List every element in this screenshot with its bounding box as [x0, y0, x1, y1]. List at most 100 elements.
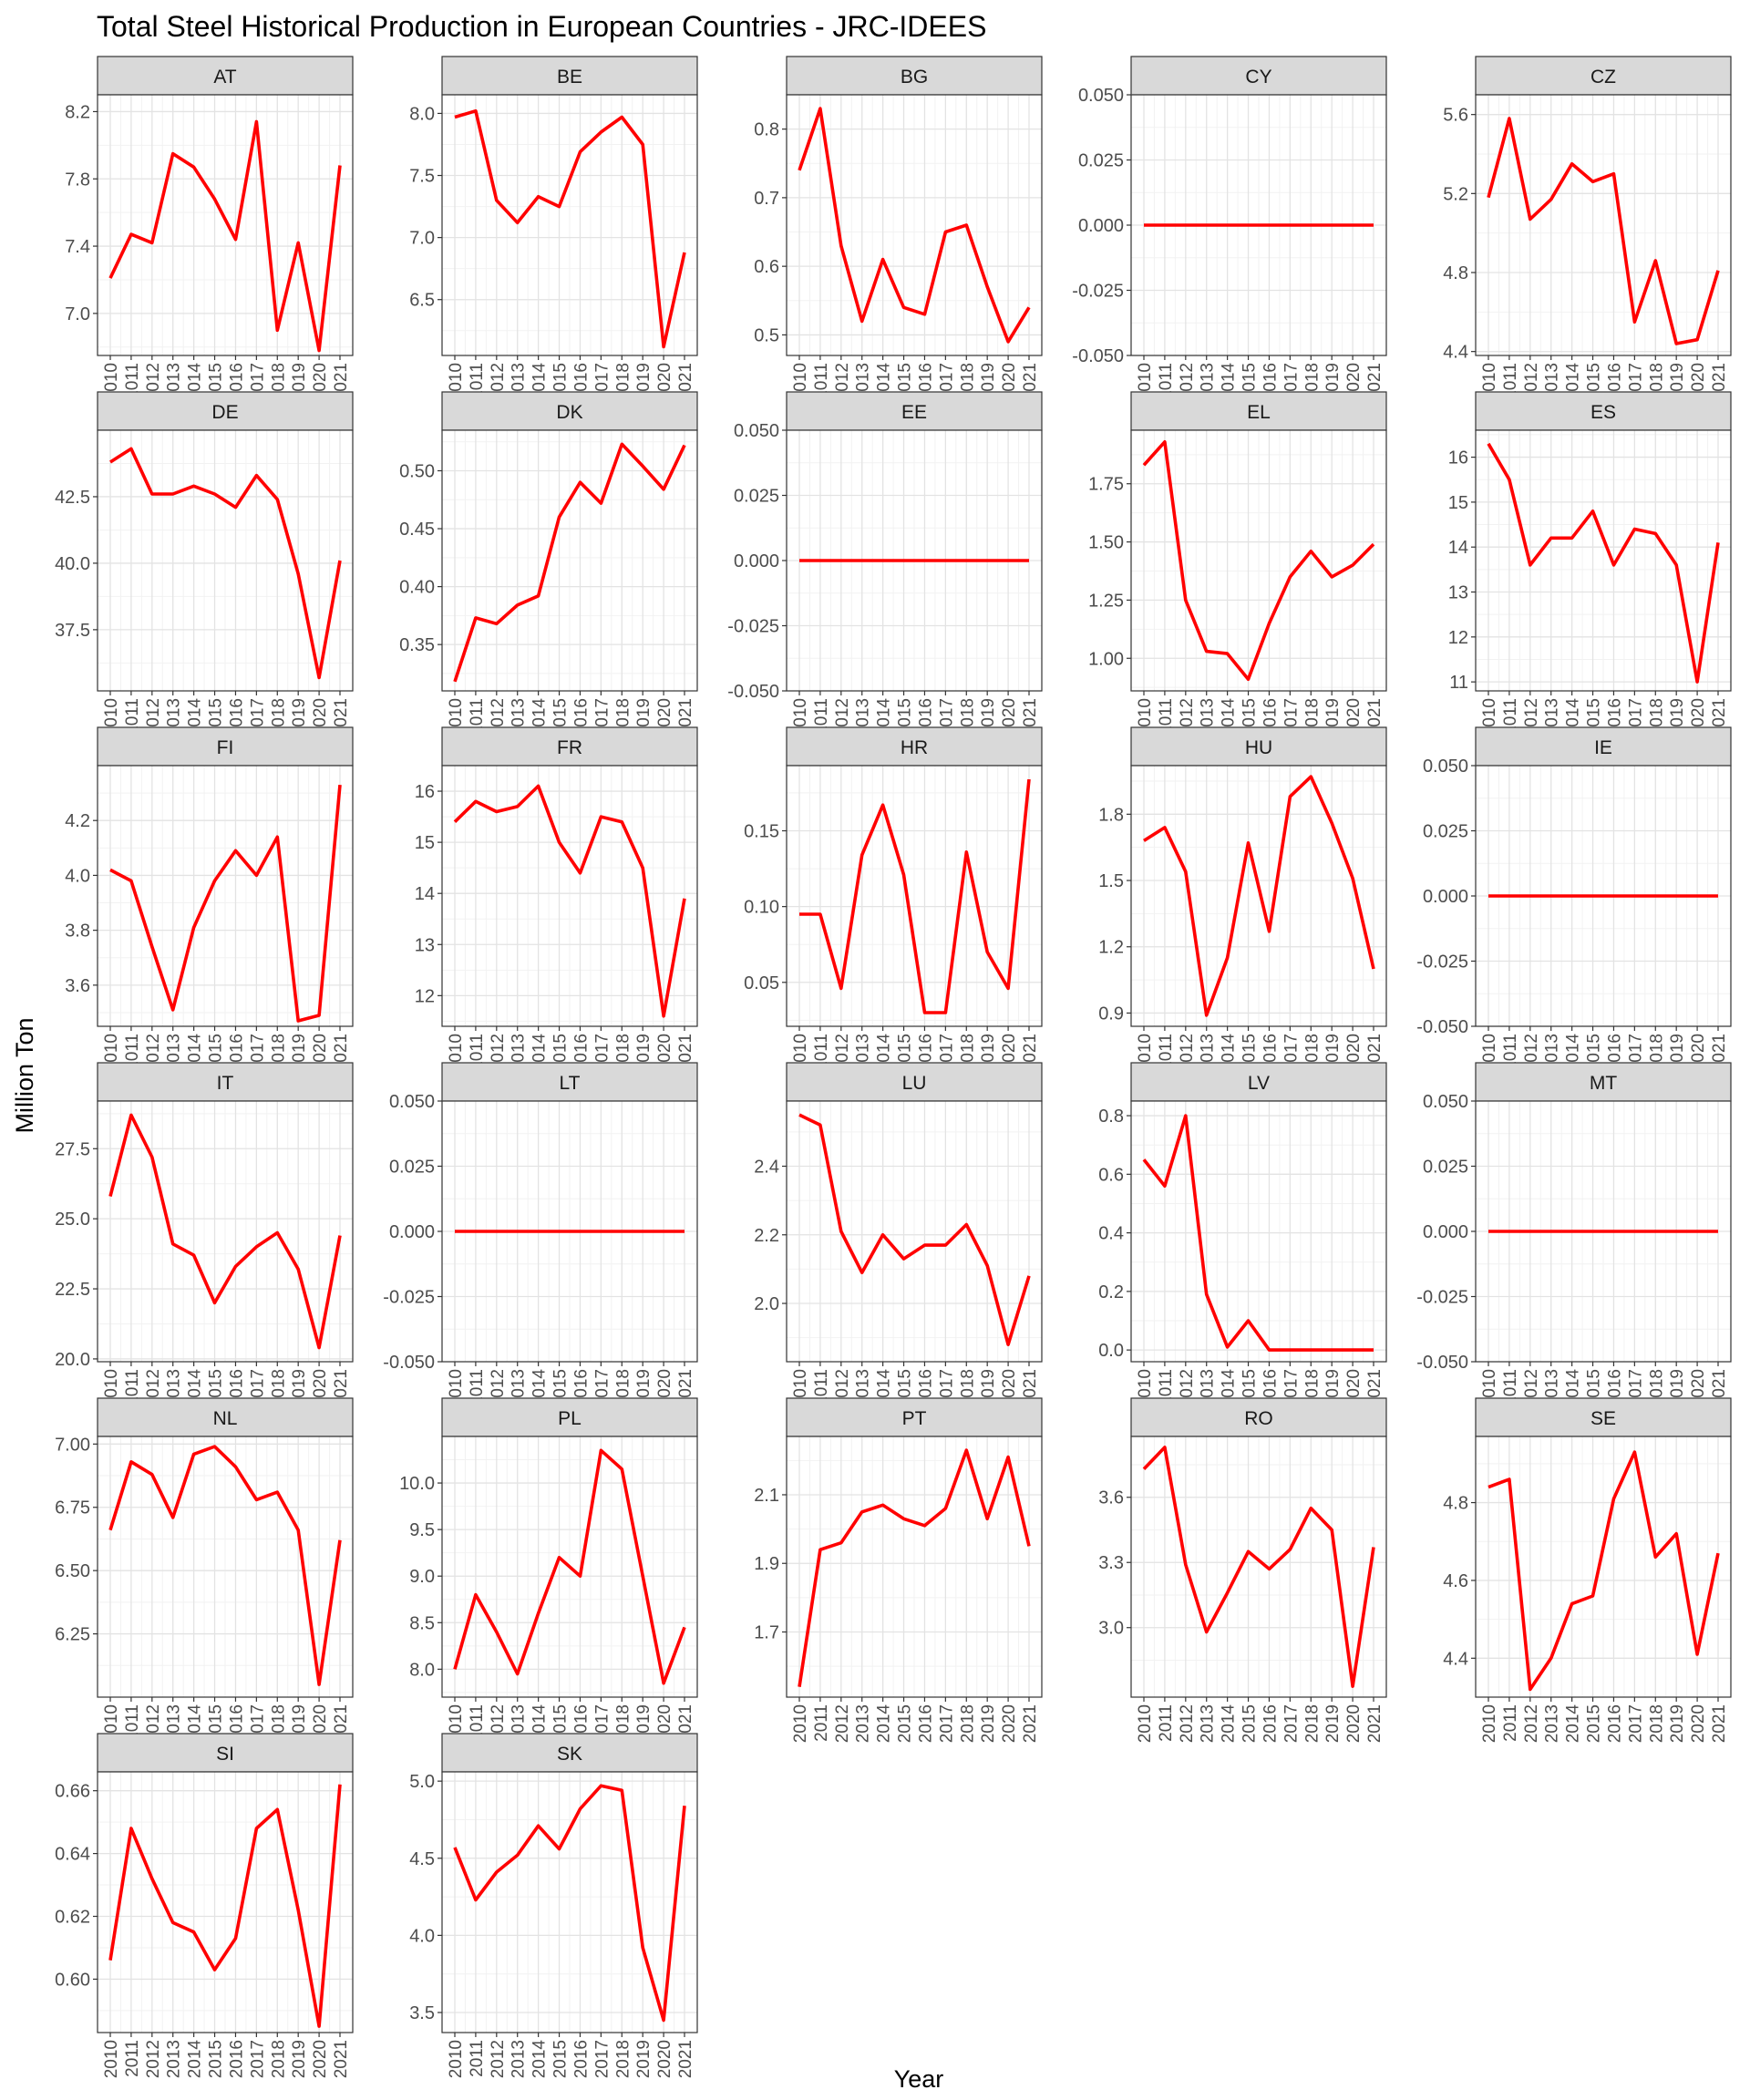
x-tick-label: 2020	[1344, 1704, 1364, 1743]
x-tick-label: 2011	[812, 363, 831, 400]
x-tick-label: 2011	[812, 1034, 831, 1071]
x-tick-label: 2015	[896, 1704, 915, 1743]
y-tick-label: 3.6	[1098, 1488, 1124, 1508]
panel-border	[1475, 1436, 1732, 1698]
y-tick-label: -0.025	[1416, 1288, 1468, 1308]
x-tick-label: 2014	[1220, 1704, 1239, 1744]
x-tick-label: 2020	[1000, 1704, 1019, 1743]
x-tick-label: 2012	[1178, 1704, 1197, 1743]
y-tick-label: 0.025	[734, 487, 779, 507]
y-tick-label: 0.64	[55, 1845, 90, 1865]
y-tick-label: 7.0	[65, 304, 90, 324]
y-tick-label: 14	[415, 884, 435, 904]
y-tick-label: 0.025	[1078, 151, 1124, 171]
x-tick-label: 2018	[613, 2040, 633, 2078]
y-tick-label: 16	[415, 782, 435, 802]
x-tick-label: 2011	[123, 2040, 142, 2077]
y-tick-label: 0.5	[754, 325, 779, 345]
panel-border	[441, 1771, 698, 2033]
y-tick-label: 4.5	[409, 1849, 435, 1869]
panel-border	[97, 1771, 354, 2033]
panel-border	[786, 94, 1043, 356]
y-tick-label: 1.00	[1088, 649, 1124, 669]
x-tick-label: 2011	[123, 1704, 142, 1742]
y-tick-label: 1.9	[754, 1554, 779, 1574]
strip-de	[97, 391, 354, 431]
y-tick-label: -0.025	[1072, 282, 1124, 302]
y-tick-label: 0.050	[1423, 757, 1468, 777]
y-tick-label: 0.2	[1098, 1282, 1124, 1302]
y-tick-label: 1.8	[1098, 805, 1124, 825]
x-tick-label: 2016	[227, 2040, 246, 2078]
x-tick-label: 2020	[655, 2040, 674, 2078]
x-tick-label: 2010	[447, 2040, 466, 2078]
y-tick-label: 0.050	[389, 1092, 435, 1112]
panel-border	[97, 94, 354, 356]
y-tick-label: 5.0	[409, 1772, 435, 1792]
x-tick-label: 2018	[1647, 1704, 1666, 1743]
strip-ie	[1475, 726, 1732, 767]
y-tick-label: 4.6	[1443, 1571, 1468, 1591]
panel-border	[786, 429, 1043, 692]
x-tick-label: 2017	[248, 2040, 267, 2078]
y-tick-label: 14	[1448, 538, 1468, 558]
panel-border	[1130, 94, 1387, 356]
x-tick-label: 2011	[1501, 1704, 1520, 1742]
x-tick-label: 2016	[1261, 1704, 1280, 1743]
x-tick-label: 2021	[332, 2040, 351, 2078]
x-tick-label: 2017	[592, 2040, 612, 2078]
strip-es	[1475, 391, 1732, 431]
chart-title: Total Steel Historical Production in Eur…	[97, 10, 986, 43]
y-tick-label: 0.025	[1423, 1158, 1468, 1178]
y-tick-label: 4.4	[1443, 343, 1468, 363]
x-tick-label: 2013	[854, 1704, 873, 1743]
panel-border	[441, 1436, 698, 1698]
x-tick-label: 2020	[311, 2040, 330, 2078]
x-tick-label: 2014	[875, 1704, 894, 1744]
y-tick-label: 0.6	[754, 257, 779, 277]
y-tick-label: 1.7	[754, 1623, 779, 1643]
x-tick-label: 2014	[186, 2040, 205, 2079]
strip-fr	[441, 726, 698, 767]
panel-border	[1130, 1100, 1387, 1363]
y-tick-label: 42.5	[55, 488, 90, 508]
y-tick-label: 0.8	[1098, 1107, 1124, 1127]
x-tick-label: 2019	[1323, 1704, 1343, 1743]
y-tick-label: 4.8	[1443, 263, 1468, 283]
x-tick-label: 2011	[123, 1369, 142, 1406]
y-tick-label: 0.40	[399, 578, 435, 598]
y-tick-label: 10.0	[399, 1474, 435, 1494]
panel-border	[1130, 765, 1387, 1027]
panel-border	[1130, 1436, 1387, 1698]
y-tick-label: -0.050	[1416, 1017, 1468, 1037]
strip-label: EE	[901, 402, 927, 423]
panel-border	[441, 429, 698, 692]
y-tick-label: 8.2	[65, 102, 90, 122]
y-tick-label: 5.2	[1443, 184, 1468, 204]
y-tick-label: 6.25	[55, 1625, 90, 1645]
x-tick-label: 2011	[1157, 698, 1176, 736]
x-tick-label: 2013	[1543, 1704, 1562, 1743]
strip-label: PT	[902, 1408, 927, 1429]
strip-label: BE	[557, 67, 582, 88]
y-tick-label: 0.7	[754, 189, 779, 209]
x-tick-label: 2015	[551, 2040, 571, 2078]
strip-at	[97, 56, 354, 96]
x-tick-label: 2011	[1157, 363, 1176, 400]
strip-hr	[786, 726, 1043, 767]
x-tick-label: 2011	[468, 1369, 487, 1406]
x-tick-label: 2011	[123, 1034, 142, 1071]
y-tick-label: -0.050	[1072, 346, 1124, 366]
series-line-el	[1142, 439, 1375, 682]
strip-lt	[441, 1062, 698, 1102]
y-tick-label: 7.0	[409, 229, 435, 249]
